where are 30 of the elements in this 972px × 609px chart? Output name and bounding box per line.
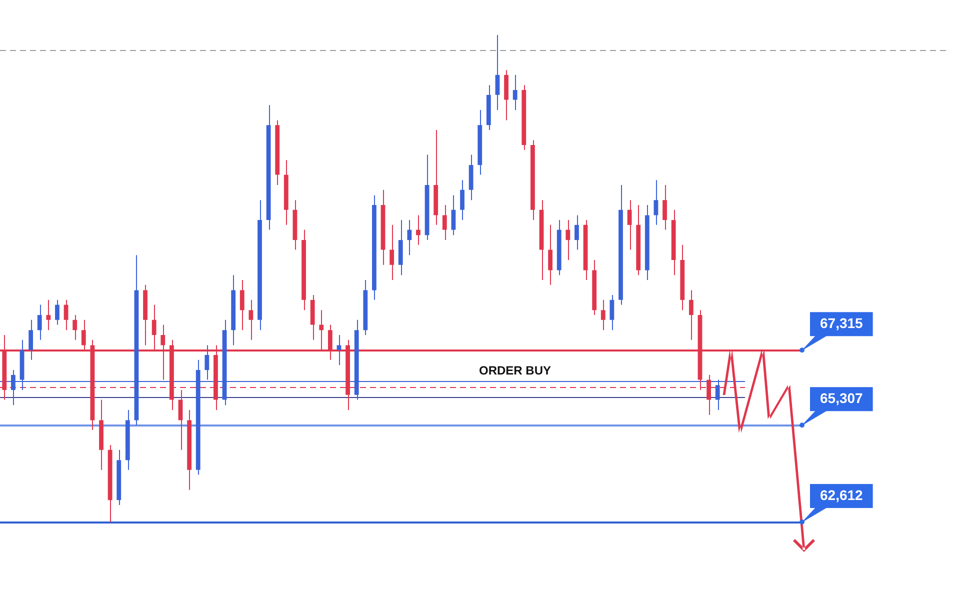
annotation: ORDER BUY [478,363,552,378]
candlestick [240,279,244,331]
candlestick [336,334,342,366]
candlestick [46,299,51,331]
candlestick [654,180,658,226]
candlestick [248,299,254,340]
candlestick [495,34,500,110]
candlestick [72,314,78,340]
text: 65,307 [820,390,864,406]
candlestick [416,214,420,246]
candlestick [566,220,570,260]
candlestick [451,194,456,236]
candlestick [64,299,68,331]
candlestick [662,184,667,230]
candlestick [627,200,632,250]
candlestick [600,299,606,331]
candlestick [688,290,694,340]
text: 62,612 [820,486,864,503]
candlestick [610,294,614,331]
candlestick [512,74,518,110]
candlestick [548,224,553,286]
candlestick [460,180,464,221]
candlestick [28,319,34,360]
candlestick [442,204,447,241]
candlestick [55,299,60,326]
candlestick [37,304,42,340]
candlestick [390,224,394,280]
candlestick [574,214,579,250]
text: 67,315 [820,314,864,331]
candlestick [407,220,412,256]
